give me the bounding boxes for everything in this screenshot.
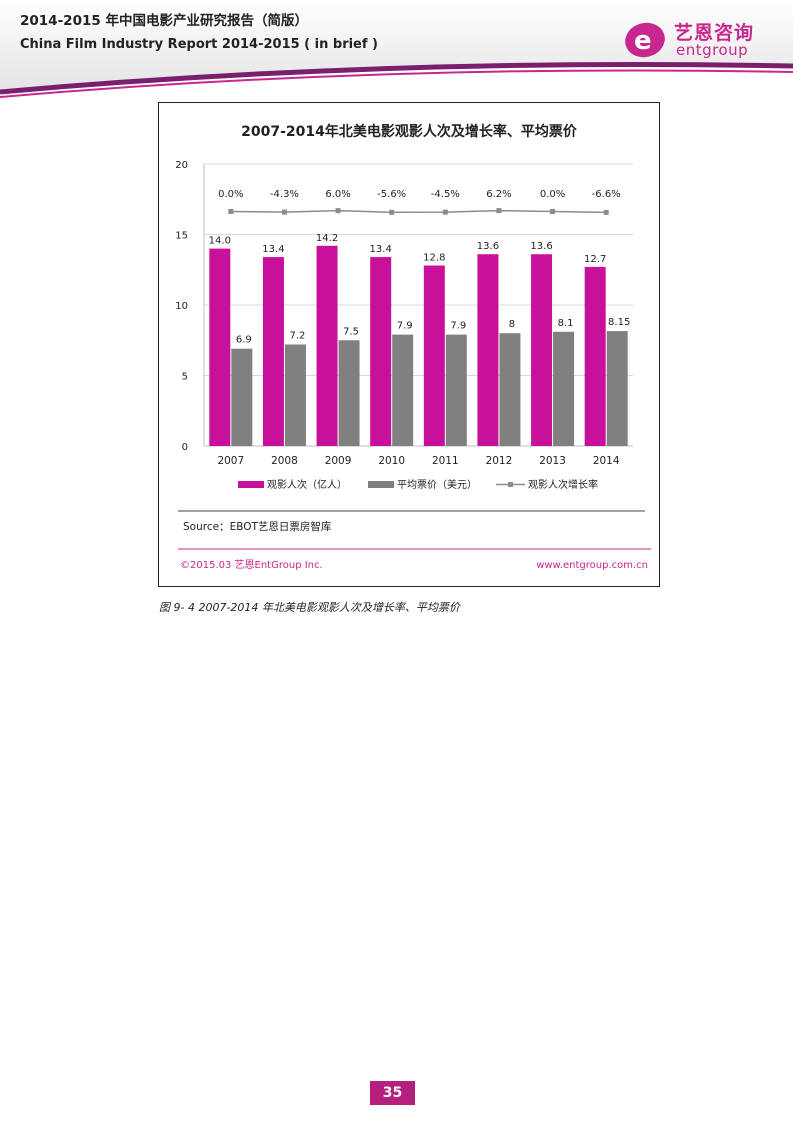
data-label-ticket-price: 7.9	[450, 321, 466, 332]
growth-point	[550, 209, 556, 214]
copyright-text: ©2015.03 艺恩EntGroup Inc.	[180, 559, 323, 571]
y-tick-label: 0	[182, 442, 188, 453]
growth-line: 0.0% -4.3% 6.0% -5.6% -4.5% 6.2% 0.0% -6.6%	[218, 189, 621, 215]
legend-label-attendance: 观影人次（亿人）	[267, 478, 347, 491]
growth-label: 0.0%	[218, 189, 243, 200]
bar-ticket-price	[445, 334, 467, 446]
growth-label: 6.2%	[486, 189, 511, 200]
x-tick-label: 2013	[539, 455, 566, 467]
source-text: Source：EBOT艺恩日票房智库	[183, 520, 331, 533]
y-tick-label: 10	[175, 301, 188, 312]
data-label-ticket-price: 8	[509, 319, 515, 330]
x-tick-label: 2012	[486, 455, 513, 467]
y-tick-label: 20	[175, 160, 188, 171]
bar-ticket-price	[499, 333, 521, 446]
report-title-cn: 2014-2015 年中国电影产业研究报告（简版）	[20, 13, 308, 29]
data-label-ticket-price: 7.5	[343, 326, 359, 337]
bar-attendance	[531, 254, 553, 446]
x-tick-label: 2011	[432, 455, 459, 467]
chart-bars: 14.0 6.9 13.4 7.2 14.2 7.5 13.4 7.9 12.8 7.9 13.6 8…	[209, 233, 630, 446]
entgroup-logo: e 艺恩咨询 entgroup	[622, 18, 772, 62]
growth-label: -5.6%	[377, 189, 406, 200]
bar-attendance	[584, 266, 606, 446]
y-tick-label: 15	[175, 231, 188, 242]
bar-attendance	[477, 254, 499, 446]
header-background	[0, 0, 793, 98]
growth-point	[496, 208, 502, 214]
growth-point	[389, 209, 395, 215]
website-text: www.entgroup.com.cn	[536, 560, 648, 571]
growth-label: -4.3%	[270, 189, 299, 200]
legend-marker-growth	[508, 482, 513, 487]
legend-label-ticket-price: 平均票价（美元）	[397, 478, 477, 491]
bar-attendance	[423, 265, 445, 446]
bar-ticket-price	[553, 331, 575, 446]
data-label-attendance: 13.6	[477, 241, 499, 252]
bar-ticket-price	[284, 344, 306, 446]
bar-attendance	[370, 257, 392, 446]
chart-legend: 观影人次（亿人） 平均票价（美元） 观影人次增长率	[238, 478, 598, 491]
growth-label: -4.5%	[431, 189, 460, 200]
x-tick-label: 2008	[271, 455, 298, 467]
bar-ticket-price	[606, 331, 628, 446]
data-label-ticket-price: 8.1	[558, 318, 574, 329]
logo-e-icon: e	[625, 22, 665, 58]
data-label-ticket-price: 7.9	[397, 321, 413, 332]
data-label-attendance: 13.6	[530, 241, 552, 252]
logo-text-cn: 艺恩咨询	[674, 22, 755, 44]
growth-point	[228, 209, 234, 214]
data-label-ticket-price: 6.9	[236, 335, 252, 346]
legend-label-growth: 观影人次增长率	[528, 478, 598, 491]
x-tick-label: 2009	[325, 455, 352, 467]
y-tick-label: 5	[182, 372, 188, 383]
bar-attendance	[262, 257, 284, 446]
chart-title: 2007-2014年北美电影观影人次及增长率、平均票价	[241, 123, 578, 140]
data-label-attendance: 13.4	[370, 244, 392, 255]
page-header: 2014-2015 年中国电影产业研究报告（简版） China Film Ind…	[0, 0, 793, 100]
data-label-attendance: 14.0	[209, 236, 231, 247]
x-tick-label: 2014	[593, 455, 620, 467]
report-title-en: China Film Industry Report 2014-2015 ( i…	[20, 37, 379, 52]
legend-swatch-ticket-price	[368, 481, 394, 488]
data-label-ticket-price: 8.15	[608, 317, 630, 328]
growth-point	[281, 209, 287, 215]
x-tick-label: 2007	[217, 455, 244, 467]
data-label-ticket-price: 7.2	[289, 330, 305, 341]
page-number: 35	[370, 1081, 415, 1105]
x-axis-ticks: 2007 2008 2009 2010 2011 2012 2013 2014	[217, 455, 619, 467]
logo-text-en: entgroup	[676, 41, 749, 59]
x-tick-label: 2010	[378, 455, 405, 467]
chart: 2007-2014年北美电影观影人次及增长率、平均票价 0 5 10 15 20 14.…	[175, 123, 651, 571]
bar-attendance	[209, 248, 231, 446]
legend-swatch-attendance	[238, 481, 264, 488]
growth-point	[603, 209, 609, 215]
data-label-attendance: 14.2	[316, 233, 338, 244]
data-label-attendance: 12.7	[584, 254, 606, 265]
bar-ticket-price	[392, 334, 414, 446]
y-axis-ticks: 0 5 10 15 20	[175, 160, 188, 453]
figure-frame: 2007-2014年北美电影观影人次及增长率、平均票价 0 5 10 15 20 14.…	[158, 102, 660, 587]
data-label-attendance: 13.4	[262, 244, 284, 255]
bar-ticket-price	[338, 340, 360, 446]
growth-point	[442, 209, 448, 215]
growth-line-path	[230, 209, 607, 214]
growth-point	[335, 208, 341, 214]
growth-label: 6.0%	[325, 189, 350, 200]
figure-caption: 图 9- 4 2007-2014 年北美电影观影人次及增长率、平均票价	[159, 601, 460, 614]
growth-label: 0.0%	[540, 189, 565, 200]
bar-ticket-price	[231, 348, 253, 446]
data-label-attendance: 12.8	[423, 253, 445, 264]
growth-label: -6.6%	[592, 189, 621, 200]
bar-attendance	[316, 245, 338, 446]
svg-text:e: e	[634, 26, 652, 56]
